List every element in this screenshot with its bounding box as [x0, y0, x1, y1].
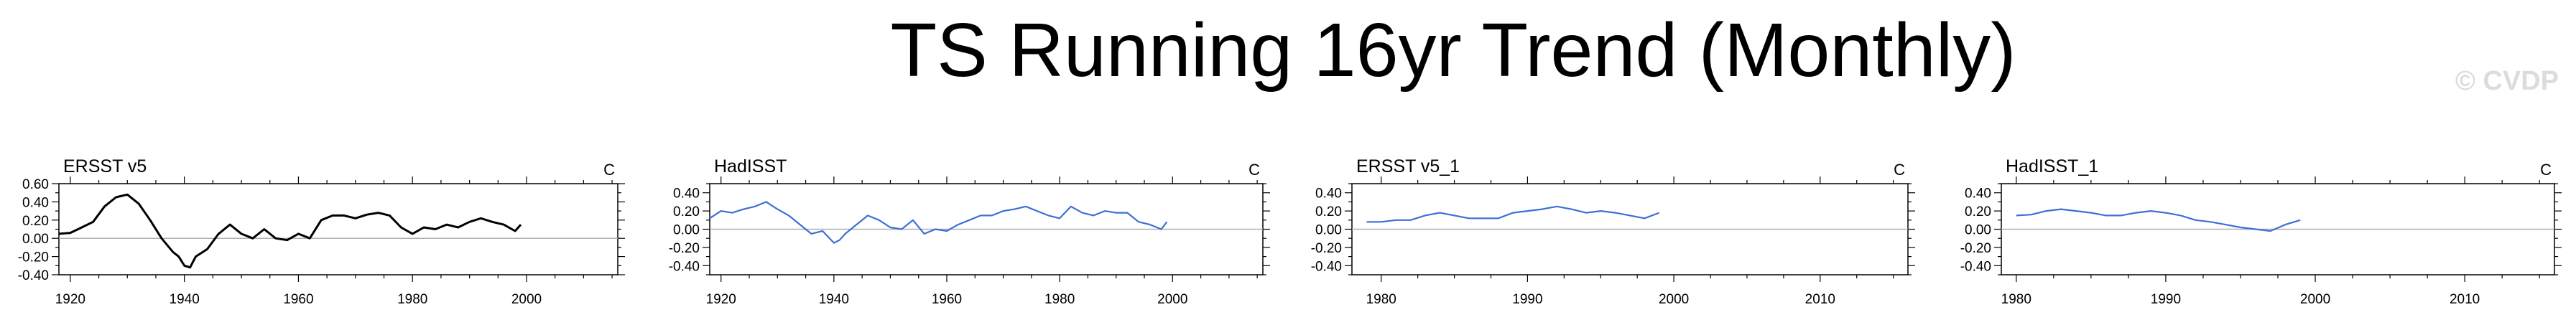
- series-line: [2016, 208, 2301, 232]
- y-tick-label: 0.40: [22, 195, 49, 210]
- chart-1: -0.40 -0.20 0.00 0.20 0.40 0.60 1920 1940 1960 19…: [18, 156, 625, 307]
- x-tick-label: 1920: [55, 292, 85, 307]
- panel-title: HadISST: [714, 156, 787, 176]
- y-tick-label: -0.20: [1311, 241, 1342, 256]
- y-tick-label: 0.20: [673, 204, 700, 220]
- y-tick-label: -0.40: [669, 259, 700, 274]
- y-tick-label: 0.00: [673, 223, 700, 238]
- x-tick-label: 2010: [2450, 292, 2480, 307]
- panel-units: C: [1894, 161, 1905, 179]
- x-tick-label: 1990: [2151, 292, 2181, 307]
- y-tick-label: 0.00: [1965, 223, 1991, 238]
- y-tick-label: 0.20: [1315, 204, 1342, 220]
- x-tick-label: 1920: [706, 292, 736, 307]
- panel-units: C: [1248, 161, 1260, 179]
- x-tick-label: 1940: [819, 292, 849, 307]
- watermark: © CVDP: [2455, 66, 2559, 96]
- x-tick-label: 2000: [511, 292, 542, 307]
- plot-frame: [58, 183, 618, 275]
- chart-4: -0.40 -0.20 0.00 0.20 0.40 1980 1990 2000 2010 Ha…: [1960, 156, 2562, 307]
- x-tick-label: 1980: [2001, 292, 2031, 307]
- x-tick-label: 1980: [1366, 292, 1396, 307]
- chart-3: -0.40 -0.20 0.00 0.20 0.40 1980 1990 2000 2010 ER…: [1311, 156, 1915, 307]
- x-tick-label: 1990: [1512, 292, 1542, 307]
- y-tick-label: -0.40: [1311, 259, 1342, 274]
- y-tick-label: 0.00: [22, 232, 49, 247]
- x-tick-label: 2000: [2300, 292, 2330, 307]
- y-tick-label: -0.20: [669, 241, 700, 256]
- y-tick-label: -0.40: [18, 268, 49, 283]
- panel-title: HadISST_1: [2006, 156, 2098, 176]
- panel-units: C: [2540, 161, 2552, 179]
- y-tick-label: 0.00: [1315, 223, 1342, 238]
- x-tick-label: 1940: [170, 292, 200, 307]
- x-tick-label: 1980: [397, 292, 427, 307]
- y-tick-label: 0.20: [1965, 204, 1991, 220]
- y-tick-label: 0.60: [22, 177, 49, 192]
- x-tick-label: 2000: [1659, 292, 1689, 307]
- y-tick-label: 0.40: [673, 187, 700, 202]
- panel-units: C: [603, 161, 615, 179]
- y-tick-label: -0.20: [1960, 241, 1991, 256]
- x-tick-label: 1960: [932, 292, 962, 307]
- panel-title: ERSST v5_1: [1356, 156, 1460, 176]
- panel-title: ERSST v5: [63, 156, 147, 176]
- series-line: [58, 193, 522, 269]
- x-tick-label: 2000: [1157, 292, 1187, 307]
- y-tick-label: 0.20: [22, 214, 49, 229]
- series-line: [1366, 205, 1660, 223]
- chart-2: -0.40 -0.20 0.00 0.20 0.40 1920 1940 1960 1980 20…: [669, 156, 1270, 307]
- y-tick-label: 0.40: [1965, 187, 1991, 202]
- page-title: TS Running 16yr Trend (Monthly): [890, 8, 2016, 93]
- y-tick-label: 0.40: [1315, 187, 1342, 202]
- y-tick-label: -0.40: [1960, 259, 1991, 274]
- x-tick-label: 1980: [1044, 292, 1075, 307]
- y-tick-label: -0.20: [18, 250, 49, 265]
- series-line: [709, 201, 1168, 244]
- x-tick-label: 1960: [283, 292, 313, 307]
- x-tick-label: 2010: [1805, 292, 1835, 307]
